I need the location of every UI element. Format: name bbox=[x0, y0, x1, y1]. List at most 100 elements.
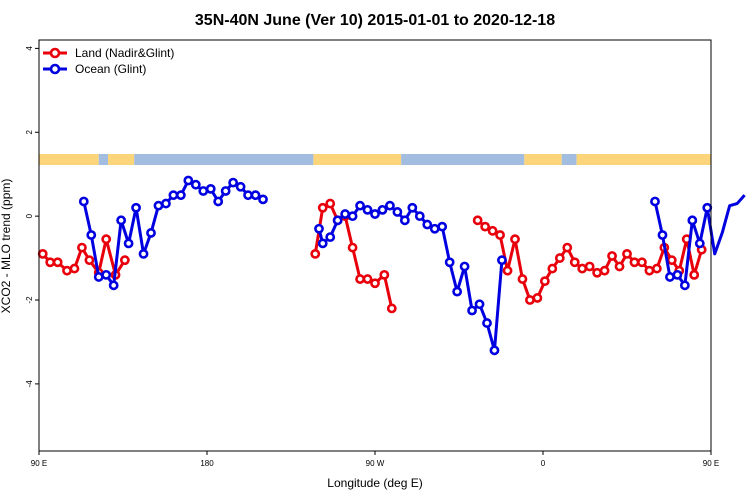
land-ocean-mask bbox=[39, 154, 711, 165]
x-tick-label: 180 bbox=[200, 459, 214, 468]
data-point bbox=[123, 238, 134, 249]
data-point bbox=[108, 280, 119, 291]
legend-entry-land: Land (Nadir&Glint) bbox=[75, 46, 174, 60]
x-axis-label: Longitude (deg E) bbox=[327, 476, 422, 490]
data-point bbox=[220, 186, 231, 196]
data-point bbox=[702, 202, 713, 213]
data-point bbox=[146, 228, 156, 238]
data-point bbox=[325, 198, 336, 209]
data-point bbox=[487, 225, 498, 236]
data-point bbox=[489, 345, 500, 356]
data-point bbox=[385, 200, 395, 211]
data-point bbox=[78, 196, 89, 207]
data-point bbox=[452, 286, 463, 297]
data-point bbox=[679, 280, 690, 291]
data-point bbox=[362, 204, 373, 215]
data-point bbox=[347, 211, 358, 222]
data-point bbox=[386, 303, 397, 314]
data-point bbox=[459, 261, 470, 272]
data-point bbox=[138, 248, 149, 259]
data-point bbox=[101, 269, 112, 280]
series-land bbox=[37, 198, 707, 314]
data-point bbox=[650, 196, 660, 207]
data-point bbox=[497, 255, 507, 266]
data-point bbox=[101, 234, 112, 245]
data-point bbox=[93, 272, 104, 282]
data-point bbox=[362, 274, 373, 284]
data-point bbox=[651, 263, 662, 274]
y-tick-label: 2 bbox=[25, 129, 34, 134]
data-point bbox=[480, 221, 491, 232]
data-point bbox=[45, 257, 56, 268]
data-point bbox=[592, 267, 603, 278]
data-point bbox=[183, 175, 194, 186]
data-point bbox=[116, 215, 127, 226]
data-point bbox=[599, 265, 610, 276]
data-point bbox=[577, 263, 588, 274]
data-point bbox=[161, 198, 171, 209]
data-point bbox=[84, 255, 95, 266]
data-point bbox=[657, 230, 668, 240]
land-mask-band bbox=[313, 154, 402, 165]
data-point bbox=[325, 232, 336, 243]
data-point bbox=[399, 215, 410, 226]
data-point bbox=[355, 200, 365, 211]
land-mask-band bbox=[576, 154, 711, 165]
data-point bbox=[569, 257, 580, 268]
data-point bbox=[666, 255, 677, 266]
data-point bbox=[407, 202, 418, 213]
data-point bbox=[317, 202, 328, 213]
data-point bbox=[314, 223, 324, 234]
y-tick-label: -4 bbox=[25, 380, 34, 388]
land-mask-band bbox=[108, 154, 135, 165]
legend: Land (Nadir&Glint) Ocean (Glint) bbox=[43, 46, 174, 76]
data-point bbox=[689, 269, 700, 280]
data-point bbox=[37, 248, 48, 259]
data-point bbox=[665, 272, 675, 282]
data-point bbox=[52, 257, 63, 268]
data-point bbox=[495, 230, 505, 240]
data-point bbox=[340, 209, 351, 219]
ocean-mask-band bbox=[561, 154, 577, 165]
data-point bbox=[607, 251, 617, 261]
data-point bbox=[355, 274, 365, 284]
legend-marker bbox=[49, 63, 61, 75]
data-point bbox=[377, 204, 388, 215]
legend-entry-ocean: Ocean (Glint) bbox=[75, 62, 146, 76]
data-point bbox=[379, 269, 390, 280]
y-tick-label: 4 bbox=[25, 46, 34, 51]
data-point bbox=[474, 299, 485, 310]
chart-title: 35N-40N June (Ver 10) 2015-01-01 to 2020… bbox=[195, 12, 555, 29]
axis-ticks: 90 E 180 90 W 0 90 E 4 2 0 -2 -4 bbox=[25, 46, 719, 468]
data-point bbox=[562, 242, 573, 253]
data-point bbox=[347, 242, 358, 253]
data-point bbox=[622, 248, 632, 259]
data-point bbox=[629, 257, 640, 268]
data-point bbox=[213, 196, 224, 207]
data-point bbox=[467, 305, 477, 316]
data-point bbox=[414, 211, 425, 222]
x-tick-label: 90 W bbox=[366, 459, 385, 468]
data-point bbox=[510, 234, 520, 245]
data-point bbox=[198, 186, 209, 196]
x-tick-label: 90 E bbox=[31, 459, 47, 468]
data-point bbox=[644, 265, 655, 276]
data-point bbox=[370, 278, 380, 289]
series-layer bbox=[37, 175, 746, 356]
data-point bbox=[370, 209, 380, 219]
legend-marker bbox=[49, 47, 61, 59]
x-tick-label: 90 E bbox=[703, 459, 719, 468]
data-point bbox=[539, 276, 550, 287]
land-mask-band bbox=[524, 154, 562, 165]
data-point bbox=[168, 190, 179, 201]
data-point bbox=[175, 190, 186, 201]
data-point bbox=[392, 207, 403, 217]
data-point bbox=[547, 263, 558, 274]
data-point bbox=[687, 215, 698, 226]
data-point bbox=[205, 183, 216, 194]
y-tick-label: 0 bbox=[25, 213, 34, 218]
data-point bbox=[525, 295, 535, 305]
x-tick-label: 0 bbox=[541, 459, 546, 468]
data-point bbox=[310, 248, 321, 259]
